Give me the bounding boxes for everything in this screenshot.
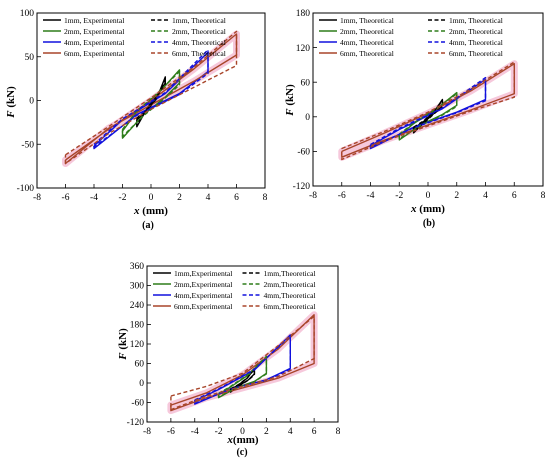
x-tick-label: 8 bbox=[263, 193, 268, 203]
legend-entry: 1mm, Theoretical bbox=[449, 16, 503, 25]
panel-caption: (c) bbox=[236, 447, 247, 458]
series-line-2mm-dashed bbox=[217, 355, 268, 398]
x-tick-label: 0 bbox=[426, 191, 431, 201]
legend-entry: 1mm, Theoretical bbox=[340, 16, 394, 25]
y-tick-label: 120 bbox=[296, 44, 311, 54]
legend-entry: 1mm,Experimental bbox=[174, 269, 232, 278]
legend-entry: 6mm,Theoretical bbox=[264, 302, 316, 311]
panel-caption: (a) bbox=[142, 220, 154, 231]
legend-entry: 2mm, Experimental bbox=[64, 27, 124, 36]
legend-entry: 6mm, Theoretical bbox=[340, 49, 394, 58]
y-tick-label: -60 bbox=[297, 148, 310, 158]
legend-entry: 4mm,Theoretical bbox=[264, 291, 316, 300]
x-tick-label: 6 bbox=[234, 193, 239, 203]
chart-panel-1: -8 -6 -4 -2 0 2 4 6 8 -100 -50 0 50 100 1mm, Experimen… bbox=[5, 9, 268, 231]
x-tick-label: -4 bbox=[90, 193, 98, 203]
y-tick-label: 180 bbox=[130, 321, 145, 331]
series-line-4mm-dashed bbox=[369, 76, 487, 149]
legend-entry: 4mm, Theoretical bbox=[449, 38, 503, 47]
legend-entry: 6mm, Theoretical bbox=[449, 49, 503, 58]
y-tick-label: 0 bbox=[305, 113, 310, 123]
x-tick-label: 2 bbox=[264, 427, 269, 437]
chart-panel-2: -8 -6 -4 -2 0 2 4 6 8 -120 -60 0 60 120 180 1mm, Theore… bbox=[284, 9, 546, 229]
y-axis-label: F (kN) bbox=[117, 328, 129, 361]
legend-entry: 4mm, Theoretical bbox=[340, 38, 394, 47]
x-axis-label: x (mm) bbox=[410, 203, 445, 215]
y-tick-label: 0 bbox=[139, 379, 144, 389]
y-tick-label: -60 bbox=[131, 399, 144, 409]
legend-entry: 6mm, Experimental bbox=[64, 49, 124, 58]
x-axis-label: x (mm) bbox=[133, 205, 168, 217]
x-tick-label: 6 bbox=[312, 427, 317, 437]
x-axis-label: x(mm) bbox=[226, 434, 258, 446]
y-tick-label: 180 bbox=[296, 9, 311, 19]
series-line-6mm-dashed bbox=[341, 61, 515, 161]
y-tick-label: 50 bbox=[25, 53, 35, 63]
legend-entry: 1mm, Experimental bbox=[64, 16, 124, 25]
x-tick-label: -6 bbox=[338, 191, 346, 201]
y-tick-label: -120 bbox=[293, 182, 311, 192]
y-tick-label: 240 bbox=[130, 301, 145, 311]
legend-entry: 1mm, Theoretical bbox=[172, 16, 226, 25]
legend-entry: 2mm, Theoretical bbox=[449, 27, 503, 36]
plot-frame bbox=[146, 265, 339, 423]
x-tick-label: 4 bbox=[483, 191, 488, 201]
x-tick-label: 0 bbox=[149, 193, 154, 203]
x-tick-label: -8 bbox=[33, 193, 41, 203]
x-tick-label: -2 bbox=[119, 193, 127, 203]
series-line-2mm-dashed bbox=[398, 92, 458, 140]
series-line-4mm-dashed bbox=[93, 49, 209, 148]
y-tick-label: 100 bbox=[20, 9, 35, 19]
y-tick-label: 300 bbox=[130, 282, 145, 292]
y-tick-label: 60 bbox=[301, 78, 311, 88]
x-tick-label: -6 bbox=[167, 427, 175, 437]
x-tick-label: 2 bbox=[454, 191, 459, 201]
x-tick-label: -6 bbox=[62, 193, 70, 203]
legend-entry: 1mm,Theoretical bbox=[264, 269, 316, 278]
panel-caption: (b) bbox=[423, 218, 435, 229]
legend-entry: 4mm, Experimental bbox=[64, 38, 124, 47]
x-tick-label: 2 bbox=[177, 193, 182, 203]
series-line-4mm-dashed bbox=[194, 335, 291, 405]
y-tick-label: 360 bbox=[130, 262, 145, 272]
x-tick-label: -4 bbox=[367, 191, 375, 201]
series-line-6mm-dashed bbox=[64, 30, 238, 165]
y-tick-label: 60 bbox=[135, 360, 145, 370]
y-tick-label: -50 bbox=[21, 140, 34, 150]
x-tick-label: 8 bbox=[541, 191, 546, 201]
y-tick-label: 0 bbox=[29, 97, 34, 107]
legend-entry: 2mm, Theoretical bbox=[340, 27, 394, 36]
chart-panel-3: -8 -6 -4 -2 0 2 4 6 8 -120 -60 0 60 120 180 240 300 360 1m… bbox=[117, 262, 341, 458]
x-tick-label: -8 bbox=[309, 191, 317, 201]
legend-entry: 6mm, Theoretical bbox=[172, 49, 226, 58]
y-tick-label: -120 bbox=[127, 418, 145, 428]
x-tick-label: 4 bbox=[206, 193, 211, 203]
y-axis-label: F (kN) bbox=[284, 84, 296, 117]
legend-entry: 2mm,Theoretical bbox=[264, 280, 316, 289]
x-tick-label: -8 bbox=[143, 427, 151, 437]
y-tick-label: 120 bbox=[130, 340, 145, 350]
series-line-6mm-solid bbox=[170, 314, 315, 412]
x-tick-label: 6 bbox=[512, 191, 517, 201]
x-tick-label: 8 bbox=[336, 427, 341, 437]
series-line-1mm-dashed bbox=[412, 99, 444, 133]
y-axis-label: F (kN) bbox=[5, 86, 17, 119]
x-tick-label: 4 bbox=[288, 427, 293, 437]
series-line-2mm-dashed bbox=[121, 70, 181, 138]
x-tick-label: 0 bbox=[240, 427, 245, 437]
legend-entry: 2mm,Experimental bbox=[174, 280, 232, 289]
legend-entry: 4mm, Theoretical bbox=[172, 38, 226, 47]
legend-entry: 2mm, Theoretical bbox=[172, 27, 226, 36]
x-tick-label: -2 bbox=[395, 191, 403, 201]
shaded-band bbox=[167, 311, 318, 415]
legend-entry: 6mm,Experimental bbox=[174, 302, 232, 311]
legend-entry: 4mm,Experimental bbox=[174, 291, 232, 300]
x-tick-label: -2 bbox=[215, 427, 223, 437]
x-tick-label: -4 bbox=[191, 427, 199, 437]
y-tick-label: -100 bbox=[17, 184, 35, 194]
series-line-6mm-dashed bbox=[170, 315, 315, 411]
